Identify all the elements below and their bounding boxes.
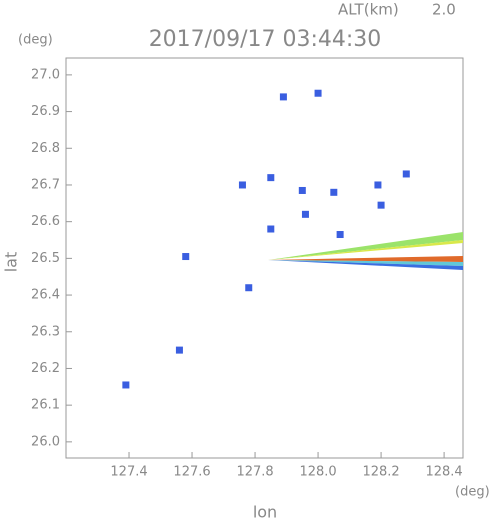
echo [267, 174, 275, 182]
echo [279, 93, 287, 101]
y-axis-label: lat [2, 252, 21, 273]
alt-label: ALT(km) [338, 1, 399, 19]
x-tick-label: 128.0 [299, 465, 336, 480]
x-tick-label: 127.6 [173, 465, 210, 480]
y-tick-label: 26.0 [31, 434, 60, 449]
echo [336, 231, 344, 239]
y-tick-label: 27.0 [31, 67, 60, 82]
y-tick-label: 26.6 [31, 214, 60, 229]
y-tick-label: 26.8 [31, 141, 60, 156]
echo [182, 253, 190, 261]
echo [374, 181, 382, 189]
echo [301, 210, 309, 218]
x-tick-label: 127.4 [110, 465, 147, 480]
x-tick-label: 128.4 [425, 465, 462, 480]
x-axis-label: lon [253, 503, 277, 521]
y-unit: (deg) [18, 33, 53, 48]
y-tick-label: 26.5 [31, 251, 60, 266]
echo [245, 284, 253, 292]
y-tick-label: 26.3 [31, 324, 60, 339]
radar-wedge [268, 232, 463, 270]
x-unit: (deg) [455, 485, 490, 500]
y-tick-label: 26.4 [31, 288, 60, 303]
echo [330, 188, 338, 196]
echo [175, 346, 183, 354]
echo [377, 201, 385, 209]
y-tick-label: 26.7 [31, 177, 60, 192]
echo [122, 381, 130, 389]
echo [314, 89, 322, 97]
x-tick-label: 128.2 [362, 465, 399, 480]
y-tick-label: 26.1 [31, 398, 60, 413]
chart-title: 2017/09/17 03:44:30 [149, 27, 382, 52]
y-tick-label: 26.9 [31, 104, 60, 119]
echo [238, 181, 246, 189]
x-tick-label: 127.8 [236, 465, 273, 480]
echo [267, 225, 275, 233]
y-tick-label: 26.2 [31, 361, 60, 376]
echo [402, 170, 410, 178]
alt-value: 2.0 [432, 1, 456, 19]
echo [298, 186, 306, 194]
